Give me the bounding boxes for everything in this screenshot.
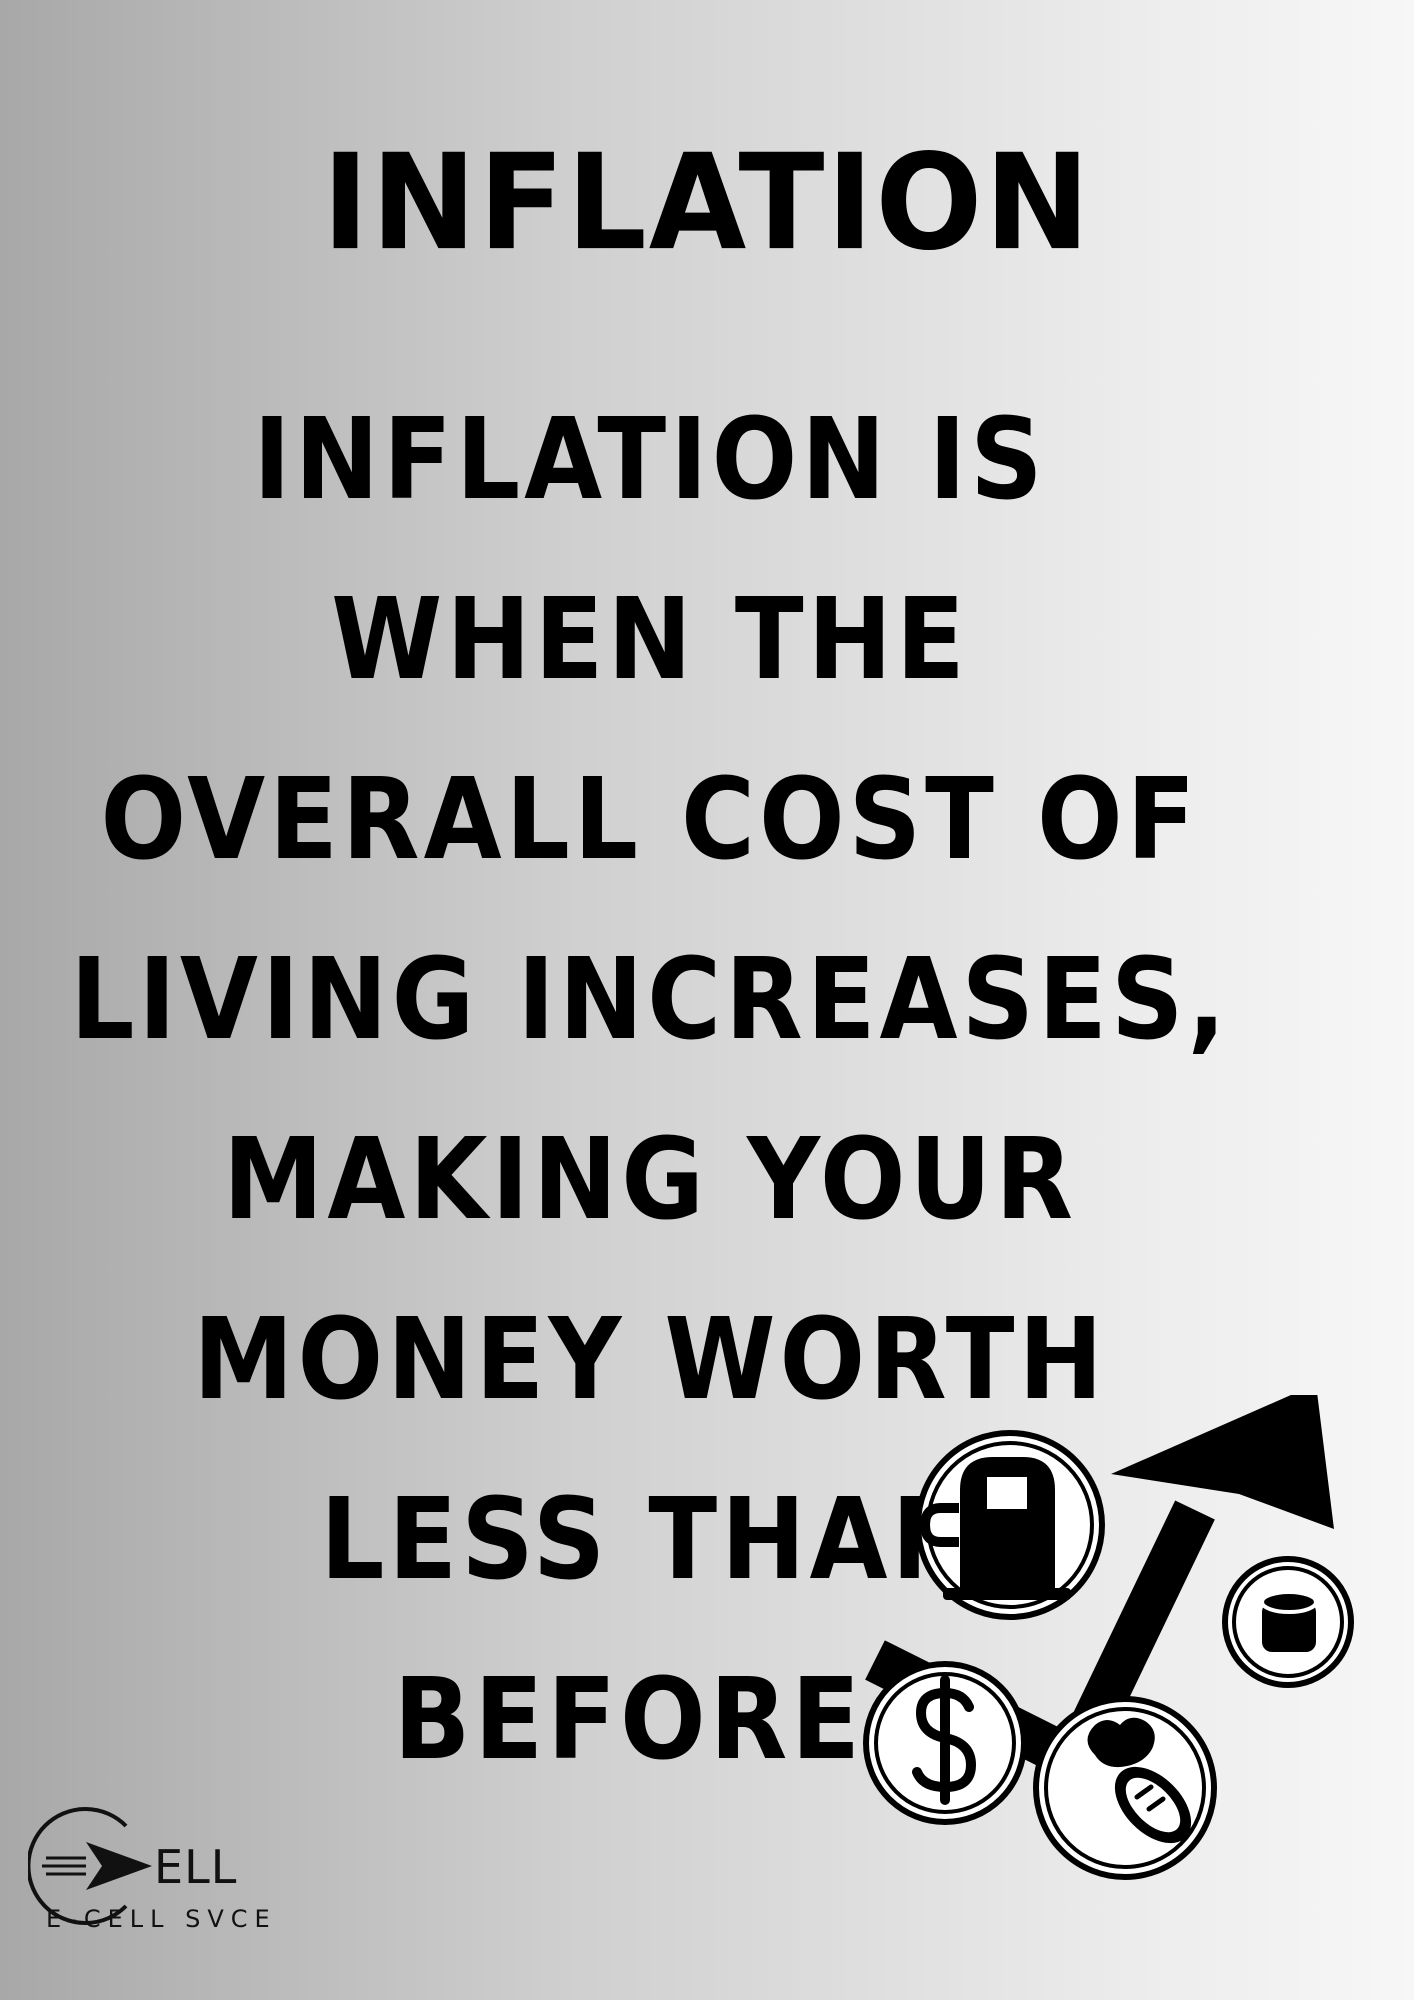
coin-stack-icon — [1222, 1556, 1354, 1688]
food-icon — [1033, 1696, 1217, 1880]
dollar-icon — [863, 1661, 1027, 1825]
definition-text: INFLATION IS WHEN THE OVERALL COST OF LI… — [0, 370, 1300, 1810]
definition-line: WHEN THE — [331, 575, 969, 705]
logo-caption: E-CELL SVCE — [46, 1905, 277, 1933]
definition-line: LESS THAN — [320, 1475, 980, 1605]
definition-line: BEFORE. — [393, 1655, 907, 1785]
page-title: INFLATION — [322, 125, 1092, 280]
inflation-illustration — [863, 1395, 1354, 1880]
ecell-logo: ELL — [28, 1807, 237, 1925]
definition-line: OVERALL COST OF — [100, 755, 1200, 885]
definition-line: MAKING YOUR — [223, 1115, 1077, 1245]
definition-line: INFLATION IS — [253, 395, 1047, 525]
logo-wordmark: ELL — [154, 1840, 237, 1894]
fuel-pump-icon — [915, 1430, 1105, 1620]
definition-line: LIVING INCREASES, — [70, 935, 1230, 1065]
definition-line: MONEY WORTH — [193, 1295, 1107, 1425]
